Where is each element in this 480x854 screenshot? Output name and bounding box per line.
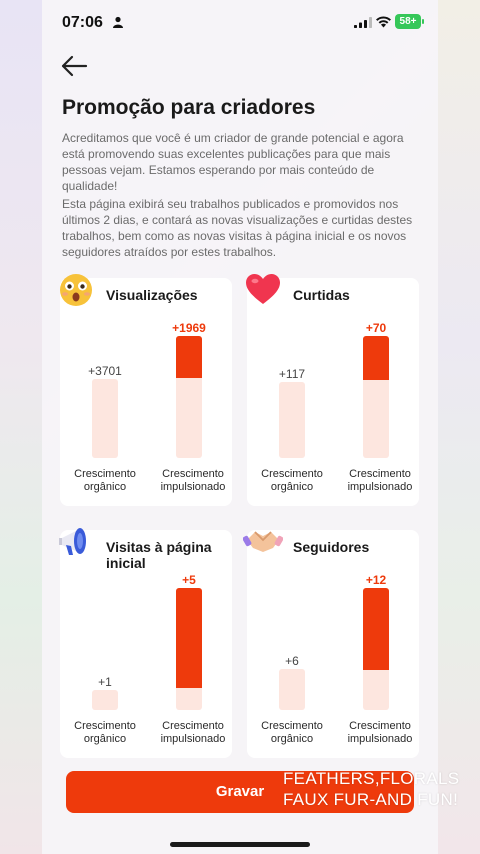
organic-value: +6 bbox=[285, 654, 299, 668]
page-title: Promoção para criadores bbox=[62, 96, 316, 119]
battery-tip bbox=[422, 19, 424, 24]
organic-label: Crescimento orgânico bbox=[261, 468, 323, 493]
save-button[interactable]: Gravar bbox=[66, 771, 414, 813]
organic-bar bbox=[92, 690, 118, 710]
heart-icon bbox=[246, 274, 280, 304]
boosted-label: Crescimento impulsionado bbox=[160, 468, 226, 493]
organic-bar-fill bbox=[279, 669, 305, 710]
organic-label: Crescimento orgânico bbox=[74, 468, 136, 493]
intro-paragraph-period: Esta página exibirá seu trabalhos public… bbox=[62, 197, 413, 259]
card-title-home-visits: Visitas à página inicial bbox=[106, 539, 212, 571]
overlay-caption-line: FAUX FUR-AND FUN! bbox=[283, 790, 459, 809]
home-indicator[interactable] bbox=[170, 842, 310, 847]
back-arrow-icon[interactable] bbox=[60, 54, 88, 78]
person-icon bbox=[113, 16, 123, 28]
organic-value: +117 bbox=[278, 367, 306, 381]
card-title-likes: Curtidas bbox=[293, 287, 350, 303]
card-title-views: Visualizações bbox=[106, 287, 198, 303]
battery-indicator: 58+ bbox=[395, 14, 421, 29]
status-bar: 07:06 58+ bbox=[0, 0, 480, 44]
organic-bar bbox=[92, 379, 118, 458]
handshake-icon bbox=[243, 531, 283, 552]
intro-paragraph: Acreditamos que você é um criador de gra… bbox=[62, 131, 404, 193]
boosted-bar-fill bbox=[176, 336, 202, 378]
boosted-label: Crescimento impulsionado bbox=[347, 720, 413, 745]
boosted-value: +5 bbox=[182, 573, 196, 587]
organic-bar-fill bbox=[92, 379, 118, 458]
organic-bar bbox=[279, 669, 305, 710]
boosted-bar-fill bbox=[363, 336, 389, 380]
boosted-bar-fill bbox=[363, 588, 389, 670]
boosted-value: +12 bbox=[365, 573, 387, 587]
followers-card: Seguidores +6 +12 Crescimento orgânico C… bbox=[243, 530, 419, 758]
boosted-value: +70 bbox=[365, 321, 387, 335]
boosted-label: Crescimento impulsionado bbox=[160, 720, 226, 745]
boosted-value: +1969 bbox=[172, 321, 206, 335]
megaphone-icon bbox=[59, 528, 86, 555]
boosted-bar bbox=[363, 588, 389, 710]
status-time: 07:06 bbox=[62, 14, 103, 31]
card-title-followers: Seguidores bbox=[293, 539, 370, 555]
organic-bar-fill bbox=[92, 690, 118, 710]
wifi-icon bbox=[376, 16, 391, 28]
boosted-bar bbox=[363, 336, 389, 458]
signal-icon bbox=[354, 17, 372, 28]
organic-label: Crescimento orgânico bbox=[74, 720, 136, 745]
overlay-caption-line: FEATHERS,FLORALS bbox=[283, 769, 460, 788]
organic-value: +1 bbox=[98, 675, 112, 689]
surprised-face-icon bbox=[60, 274, 92, 306]
background-left bbox=[0, 0, 42, 854]
organic-bar bbox=[279, 382, 305, 458]
background-right bbox=[438, 0, 480, 854]
boosted-bar bbox=[176, 336, 202, 458]
organic-value: +3701 bbox=[88, 364, 122, 378]
boosted-bar-fill bbox=[176, 588, 202, 688]
organic-bar-fill bbox=[279, 382, 305, 458]
home-visits-card: Visitas à página inicial +1 +5 Crescimen… bbox=[59, 528, 232, 758]
boosted-label: Crescimento impulsionado bbox=[347, 468, 413, 493]
boosted-bar bbox=[176, 588, 202, 710]
likes-card: Curtidas +117 +70 Crescimento orgânico C… bbox=[246, 274, 419, 506]
organic-label: Crescimento orgânico bbox=[261, 720, 323, 745]
views-card: Visualizações +3701 +1969 Crescimento or… bbox=[60, 274, 232, 506]
